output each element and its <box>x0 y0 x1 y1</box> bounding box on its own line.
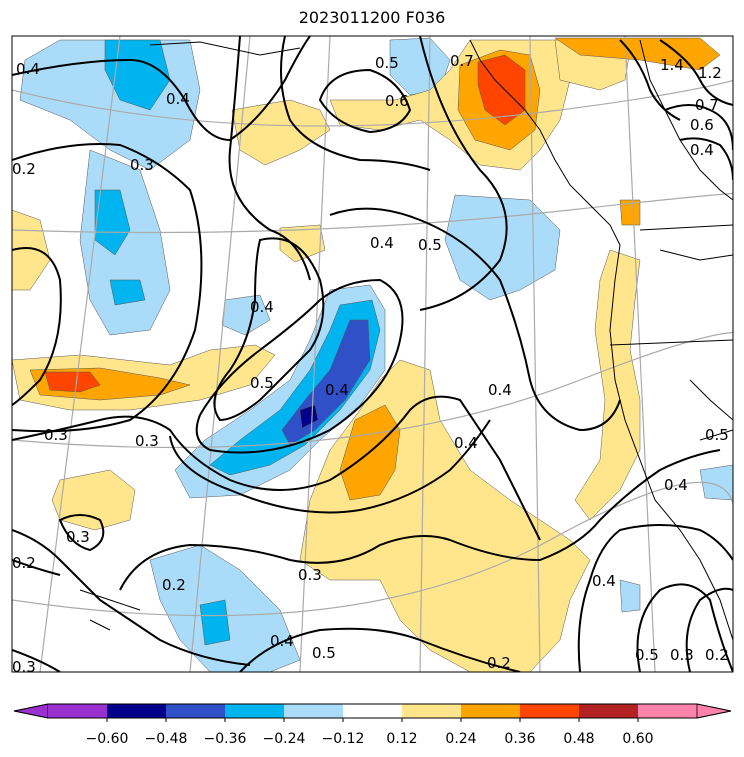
colorbar-segment <box>461 704 520 718</box>
colorbar-tick-label: −0.12 <box>322 731 365 747</box>
contour-label: 0.4 <box>325 381 349 399</box>
contour-label: 0.3 <box>670 646 694 664</box>
contour-label: 0.5 <box>705 426 729 444</box>
contour-label: 0.4 <box>166 90 190 108</box>
colorbar-segment <box>579 704 638 718</box>
contour-label: 0.2 <box>12 554 36 572</box>
contour-label: 0.2 <box>162 576 186 594</box>
colorbar-extend-low <box>13 703 49 719</box>
contour-label: 0.4 <box>690 141 714 159</box>
contour-label: 0.2 <box>487 654 511 672</box>
negative-anomaly-blue <box>94 39 381 646</box>
contour-label: 0.5 <box>635 646 659 664</box>
colorbar-segment <box>48 704 107 718</box>
contour-label: 0.2 <box>705 646 729 664</box>
colorbar-extend-high <box>696 703 732 719</box>
contour-label: 0.7 <box>450 52 474 70</box>
contour-label: 0.5 <box>375 54 399 72</box>
colorbar-segment <box>107 704 166 718</box>
colorbar-segment <box>225 704 284 718</box>
contour-label: 0.4 <box>270 632 294 650</box>
contour-label: 0.6 <box>385 92 409 110</box>
colorbar-tick-label: −0.48 <box>145 731 188 747</box>
colorbar-tick-label: −0.60 <box>86 731 129 747</box>
colorbar-outline <box>13 703 732 719</box>
colorbar-segment <box>284 704 343 718</box>
colorbar-segment <box>520 704 579 718</box>
contour-label: 0.5 <box>250 374 274 392</box>
contour-label: 0.3 <box>298 566 322 584</box>
contour-label: 0.3 <box>130 156 154 174</box>
contour-label: 0.6 <box>690 116 714 134</box>
colorbar-tick-label: 0.60 <box>622 731 653 747</box>
contour-label: 0.7 <box>695 96 719 114</box>
contour-label: 0.4 <box>250 298 274 316</box>
colorbar-segment <box>402 704 461 718</box>
contour-label: 0.5 <box>418 236 442 254</box>
contour-label-group: 0.4 0.4 0.5 0.6 0.7 0.2 0.3 0.4 0.4 0.5 … <box>12 52 729 676</box>
map-title: 2023011200 F036 <box>298 8 446 27</box>
contour-label: 0.4 <box>370 234 394 252</box>
contour-label: 0.4 <box>488 381 512 399</box>
colorbar: −0.60 −0.48 −0.36 −0.24 −0.12 0.12 0.24 … <box>13 703 732 747</box>
contour-label: 0.4 <box>664 476 688 494</box>
colorbar-segment <box>343 704 402 718</box>
negative-anomaly-dark <box>281 319 371 446</box>
contour-lines <box>12 36 733 672</box>
contour-label: 0.2 <box>12 160 36 178</box>
contour-label: 0.4 <box>454 434 478 452</box>
map-frame <box>11 35 734 673</box>
contour-label: 0.4 <box>592 572 616 590</box>
contour-label: 0.3 <box>66 528 90 546</box>
colorbar-segment <box>166 704 225 718</box>
contour-label: 0.4 <box>16 60 40 78</box>
colorbar-tick-label: −0.36 <box>204 731 247 747</box>
colorbar-tick-label: 0.24 <box>445 731 476 747</box>
colorbar-tick-label: 0.12 <box>386 731 417 747</box>
colorbar-tick-label: −0.24 <box>263 731 306 747</box>
graticule <box>12 36 733 672</box>
contour-label: 0.5 <box>312 644 336 662</box>
contour-label: 1.4 <box>660 56 684 74</box>
contour-label: 0.3 <box>135 432 159 450</box>
contour-label: 0.3 <box>12 658 36 676</box>
colorbar-tick-label: 0.36 <box>504 731 535 747</box>
contour-label: 1.2 <box>698 64 722 82</box>
contour-label: 0.3 <box>44 426 68 444</box>
map-area: 0.4 0.4 0.5 0.6 0.7 0.2 0.3 0.4 0.4 0.5 … <box>12 36 733 676</box>
colorbar-segment <box>638 704 697 718</box>
colorbar-tick-label: 0.48 <box>563 731 594 747</box>
